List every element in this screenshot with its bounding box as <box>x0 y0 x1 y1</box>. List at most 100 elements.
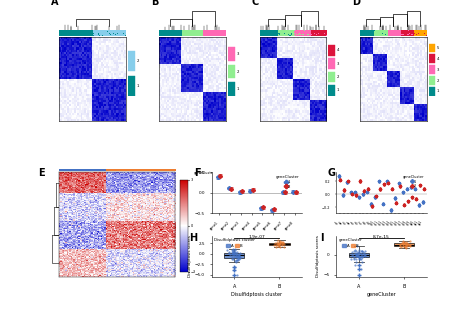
Point <box>356 250 363 255</box>
Point <box>357 267 365 272</box>
Point <box>403 241 410 246</box>
Point <box>357 252 365 257</box>
Text: E: E <box>38 168 45 178</box>
Point <box>402 245 410 250</box>
Point <box>275 243 283 248</box>
Text: G: G <box>328 168 335 178</box>
Point <box>228 251 236 256</box>
Point <box>352 252 359 257</box>
Point <box>280 242 287 247</box>
Point <box>398 240 405 245</box>
Point <box>401 241 409 246</box>
Point <box>397 244 404 249</box>
Point <box>233 272 241 277</box>
Point <box>235 253 243 258</box>
Point <box>236 256 244 261</box>
Point <box>231 247 238 252</box>
Point <box>234 255 242 260</box>
Point <box>276 245 283 250</box>
Point <box>358 255 365 260</box>
Point <box>401 243 409 248</box>
Point <box>227 253 234 258</box>
Point <box>361 252 369 257</box>
Point <box>234 254 242 259</box>
Point <box>230 255 238 260</box>
Point <box>353 254 361 259</box>
Point <box>231 259 239 264</box>
Point <box>235 253 242 258</box>
Point <box>236 254 244 259</box>
Point <box>352 256 360 261</box>
Point <box>400 242 407 247</box>
Point <box>223 248 231 253</box>
Point <box>398 240 406 245</box>
Point <box>354 253 361 258</box>
Point <box>233 254 240 259</box>
Point <box>354 249 362 254</box>
Point <box>229 246 237 251</box>
Point <box>235 256 242 261</box>
Point <box>278 241 285 246</box>
Point <box>274 237 282 242</box>
Point <box>235 257 243 262</box>
Point <box>352 248 360 253</box>
Point <box>232 253 240 258</box>
Point <box>358 254 366 259</box>
Text: D: D <box>352 0 360 7</box>
Point <box>275 241 283 246</box>
Point <box>356 257 363 262</box>
Legend: A, B: A, B <box>214 238 255 248</box>
Text: B: B <box>151 0 159 7</box>
Point <box>352 259 360 264</box>
Text: I: I <box>320 233 324 243</box>
Point <box>359 250 367 255</box>
Point <box>361 248 368 253</box>
Point <box>228 251 236 256</box>
Point <box>278 240 286 245</box>
Point <box>350 248 357 253</box>
Point <box>270 243 278 248</box>
Point <box>234 254 241 259</box>
Point <box>234 250 241 255</box>
Point <box>274 242 282 247</box>
Point <box>361 254 369 259</box>
Point <box>396 243 404 248</box>
Point <box>353 253 360 258</box>
Point <box>225 250 233 255</box>
Point <box>233 251 240 256</box>
Point <box>352 251 359 256</box>
Text: A: A <box>51 0 59 7</box>
Point <box>355 249 363 254</box>
Point <box>235 252 242 257</box>
Point <box>273 242 281 247</box>
Point <box>277 239 284 244</box>
Point <box>348 252 356 257</box>
Point <box>360 251 367 256</box>
Point <box>360 253 368 258</box>
Point <box>350 256 358 261</box>
Text: 8.7e-15: 8.7e-15 <box>373 234 390 239</box>
Point <box>274 243 282 248</box>
Point <box>228 254 236 259</box>
Point <box>397 243 404 248</box>
Text: H: H <box>189 233 197 243</box>
X-axis label: Disulfidptosis cluster: Disulfidptosis cluster <box>231 291 283 296</box>
Point <box>229 251 237 256</box>
Point <box>352 254 360 259</box>
Point <box>400 240 407 245</box>
Point <box>226 251 233 256</box>
Point <box>273 243 280 248</box>
Point <box>355 255 363 260</box>
Point <box>228 248 236 253</box>
X-axis label: geneCluster: geneCluster <box>366 291 396 296</box>
Point <box>358 260 366 265</box>
Point <box>406 243 413 248</box>
Point <box>233 258 240 263</box>
Point <box>274 241 282 246</box>
Point <box>405 242 412 247</box>
Text: C: C <box>252 0 259 7</box>
Point <box>355 255 363 260</box>
Point <box>229 247 237 252</box>
Point <box>402 240 410 245</box>
Point <box>229 249 237 254</box>
